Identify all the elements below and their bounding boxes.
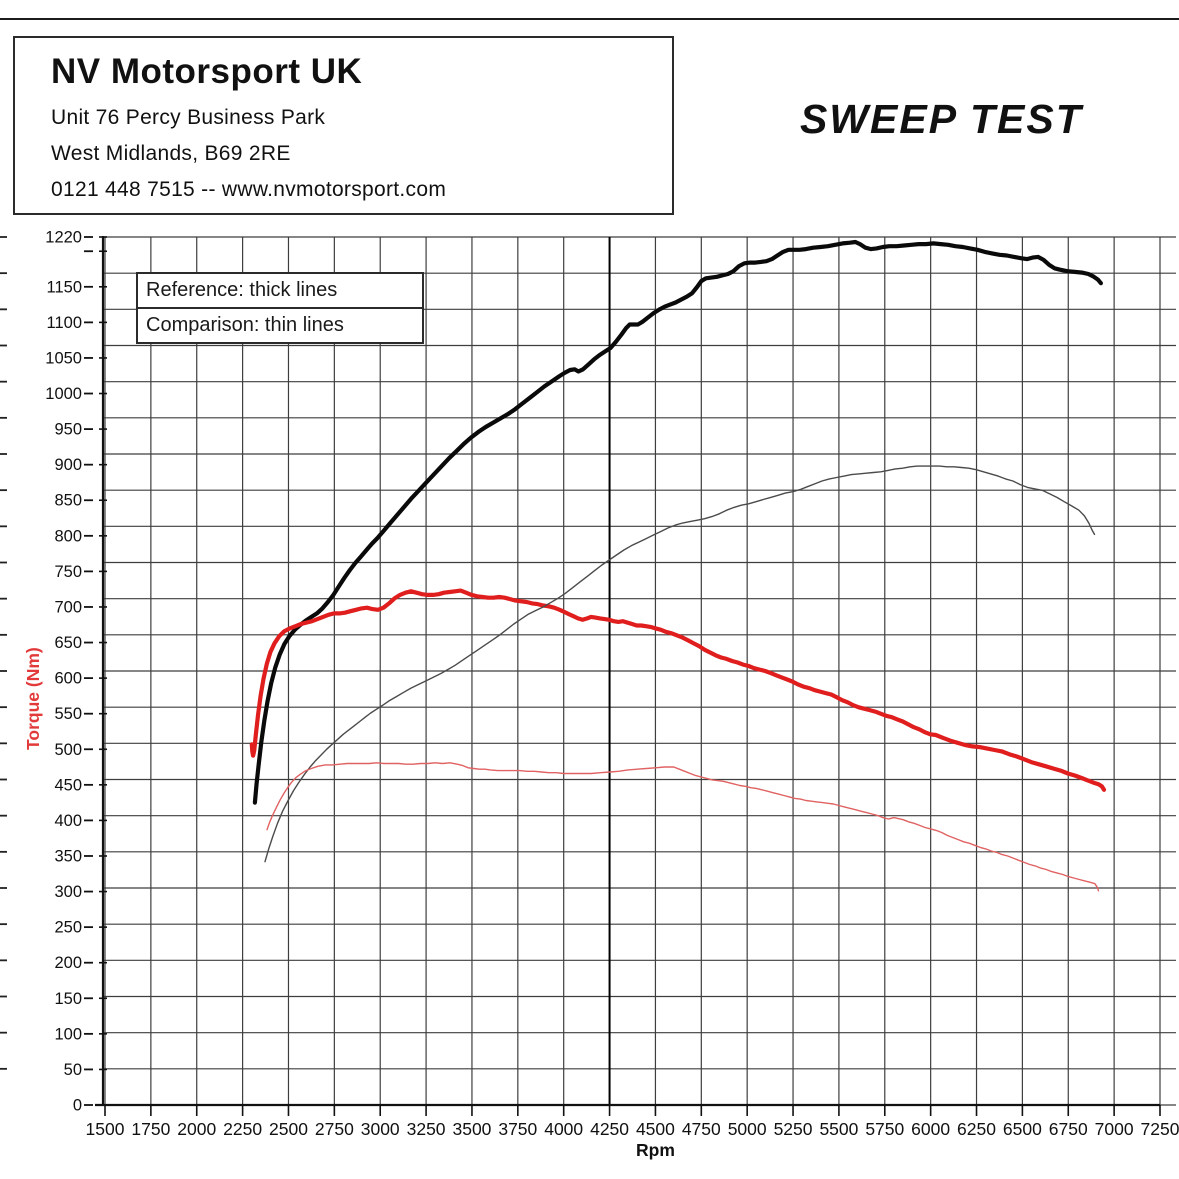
y-tick-label: 800 — [54, 527, 82, 545]
legend-reference-label: Reference: thick lines — [138, 274, 422, 309]
x-tick-label: 3000 — [361, 1119, 400, 1139]
x-tick-label: 7000 — [1095, 1119, 1134, 1139]
x-tick-label: 5500 — [819, 1119, 858, 1139]
y-tick-label: 1100 — [47, 314, 82, 332]
x-tick-label: 1500 — [86, 1119, 125, 1139]
address-line-1: Unit 76 Percy Business Park — [51, 106, 326, 129]
x-tick-label: 6750 — [1049, 1119, 1088, 1139]
x-tick-label: 7250 — [1141, 1119, 1179, 1139]
company-name: NV Motorsport UK — [51, 52, 363, 91]
x-tick-label: 3750 — [498, 1119, 537, 1139]
curve-reference-main — [252, 239, 1103, 805]
x-tick-label: 4000 — [544, 1119, 583, 1139]
curve-comparison-torque — [266, 762, 1100, 892]
y-tick-label: 850 — [54, 492, 82, 510]
y-tick-label: 600 — [54, 670, 82, 688]
shop-header-box: NV Motorsport UK Unit 76 Percy Business … — [13, 36, 674, 215]
y-tick-label: 1220 — [45, 229, 82, 247]
legend-comparison-label: Comparison: thin lines — [146, 314, 344, 336]
y-axis-title: Torque (Nm) — [23, 647, 43, 750]
address-line-2: West Midlands, B69 2RE — [51, 142, 291, 165]
y-tick-label: 450 — [54, 776, 82, 794]
y-tick-label: 1050 — [45, 349, 82, 367]
y-tick-label: 950 — [54, 421, 82, 439]
y-tick-label: 250 — [54, 919, 82, 937]
y-tick-label: 1150 — [47, 278, 82, 296]
x-tick-label: 2500 — [269, 1119, 308, 1139]
x-tick-label: 3250 — [407, 1119, 446, 1139]
x-tick-label: 4250 — [590, 1119, 629, 1139]
page-top-rule — [0, 18, 1179, 20]
x-tick-label: 5250 — [774, 1119, 813, 1139]
y-tick-label: 200 — [54, 954, 82, 972]
x-tick-label: 2000 — [177, 1119, 216, 1139]
x-tick-label: 4500 — [636, 1119, 675, 1139]
y-tick-label: 150 — [54, 990, 82, 1008]
x-tick-label: 1750 — [131, 1119, 170, 1139]
x-tick-label: 3500 — [452, 1119, 491, 1139]
y-tick-label: 550 — [54, 705, 82, 723]
x-tick-label: 6500 — [1003, 1119, 1042, 1139]
x-axis-title: Rpm — [636, 1140, 675, 1160]
curve-comparison-main — [264, 465, 1096, 863]
curve-reference-torque — [249, 588, 1107, 792]
y-tick-label: 700 — [54, 598, 82, 616]
y-tick-label: 50 — [64, 1061, 82, 1079]
contact-line: 0121 448 7515 -- www.nvmotorsport.com — [51, 178, 447, 201]
x-tick-label: 6250 — [957, 1119, 996, 1139]
chart-legend: Reference: thick lines Comparison: thin … — [136, 272, 424, 344]
x-tick-label: 2250 — [223, 1119, 262, 1139]
y-tick-label: 500 — [54, 741, 82, 759]
y-tick-label: 0 — [73, 1097, 82, 1115]
y-tick-label: 400 — [54, 812, 82, 830]
y-tick-label: 300 — [54, 883, 82, 901]
x-tick-label: 5750 — [865, 1119, 904, 1139]
x-tick-label: 2750 — [315, 1119, 354, 1139]
x-tick-label: 6000 — [911, 1119, 950, 1139]
y-tick-label: 1000 — [45, 385, 82, 403]
x-tick-label: 4750 — [682, 1119, 721, 1139]
y-tick-label: 350 — [54, 847, 82, 865]
y-tick-label: 650 — [54, 634, 82, 652]
y-tick-label: 750 — [54, 563, 82, 581]
page-title: SWEEP TEST — [800, 96, 1083, 142]
y-tick-label: 100 — [54, 1025, 82, 1043]
y-tick-label: 900 — [54, 456, 82, 474]
x-tick-label: 5000 — [728, 1119, 767, 1139]
